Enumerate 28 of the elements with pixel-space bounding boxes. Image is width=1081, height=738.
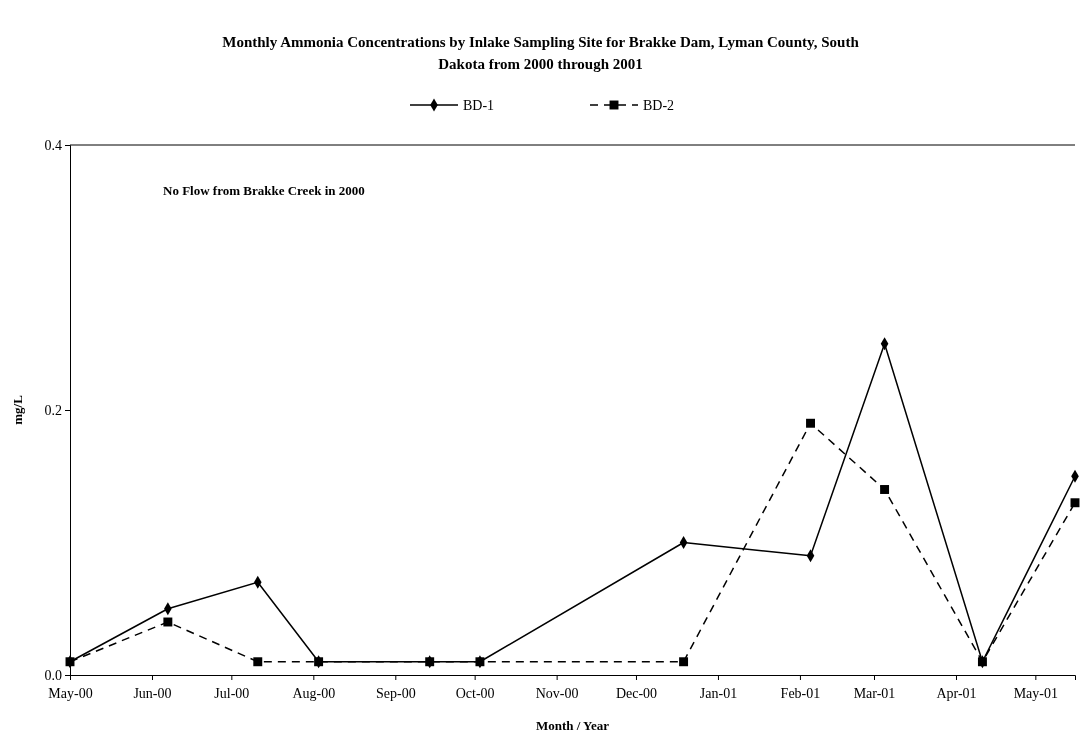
point bbox=[253, 657, 263, 667]
x-tick-label: Jan-01 bbox=[699, 686, 738, 702]
legend-label: BD-2 bbox=[643, 98, 675, 113]
x-tick-label: Mar-01 bbox=[853, 686, 896, 702]
x-tick-label: Aug-00 bbox=[292, 686, 336, 702]
y-tick-label: 0.4 bbox=[44, 137, 62, 153]
x-tick-label: May-00 bbox=[48, 686, 93, 702]
point bbox=[1070, 498, 1080, 508]
y-axis-title: mg/L bbox=[10, 394, 25, 425]
y-tick-label: 0.2 bbox=[44, 402, 62, 418]
x-tick-label: Jun-00 bbox=[133, 686, 172, 702]
chart-title: Monthly Ammonia Concentrations by Inlake Sampling Site for Brakke Dam, Lyman County, South Dakota from 2000 through 2001 bbox=[222, 34, 860, 72]
x-tick-label: Apr-01 bbox=[936, 686, 977, 702]
x-tick-label: Feb-01 bbox=[780, 686, 821, 702]
annotation: No Flow from Brakke Creek in 2000 bbox=[163, 183, 365, 198]
point bbox=[163, 617, 173, 627]
x-axis-title: Month / Year bbox=[535, 718, 610, 733]
x-tick-label: May-01 bbox=[1013, 686, 1058, 702]
x-tick-label: Oct-00 bbox=[455, 686, 495, 702]
legend-label: BD-1 bbox=[463, 98, 495, 113]
point bbox=[806, 418, 815, 428]
point bbox=[679, 657, 689, 667]
point bbox=[880, 485, 890, 494]
x-tick-label: Dec-00 bbox=[615, 686, 658, 702]
y-tick-label: 0.0 bbox=[44, 667, 62, 683]
x-tick-label: Jul-00 bbox=[214, 686, 250, 702]
x-tick-label: Sep-00 bbox=[375, 686, 416, 702]
x-tick-label: Nov-00 bbox=[535, 686, 579, 702]
